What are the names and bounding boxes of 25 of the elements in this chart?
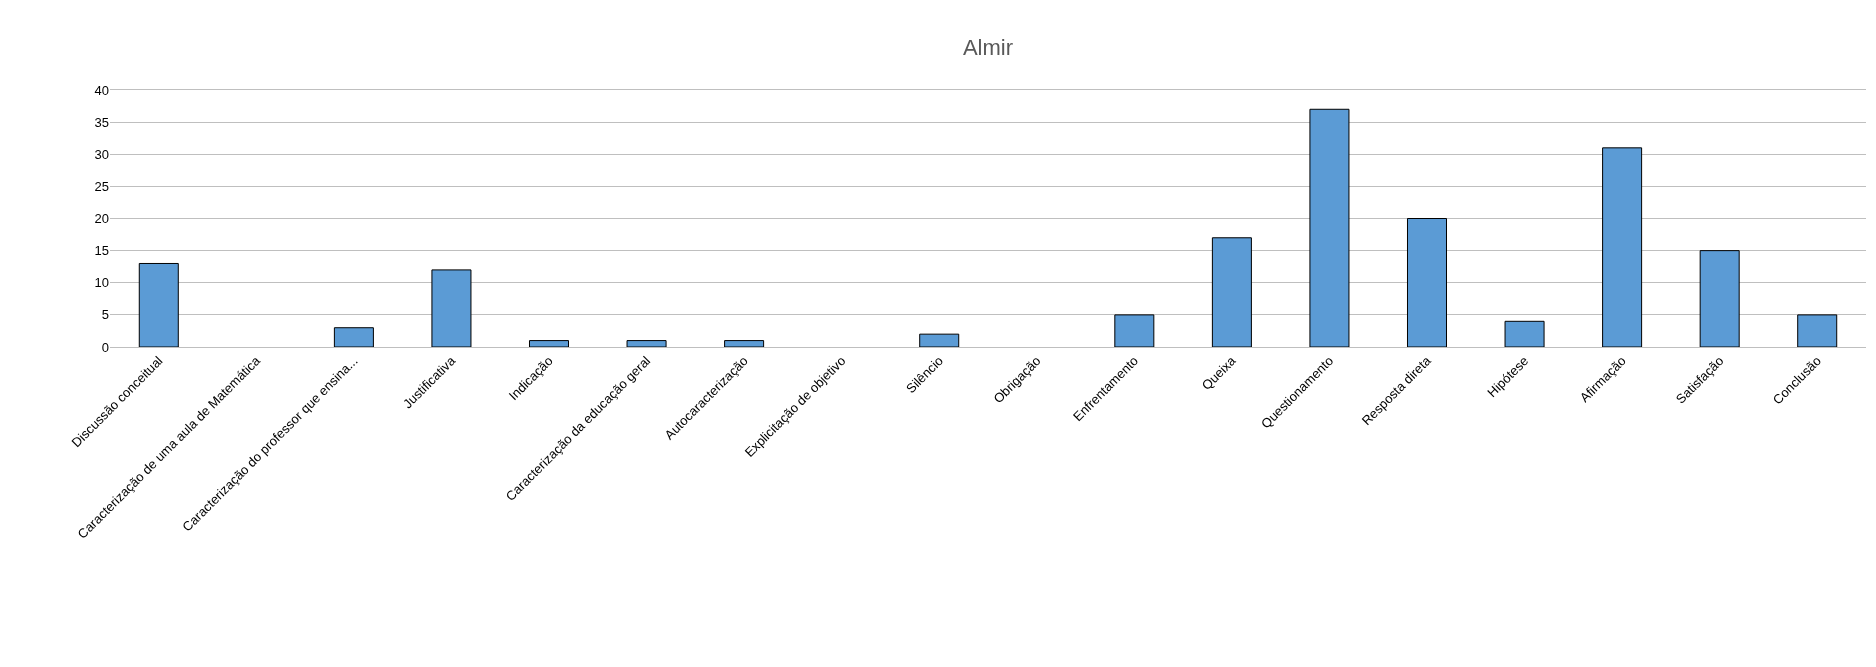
y-tick-label: 15 — [94, 243, 109, 259]
bar — [1406, 218, 1448, 347]
chart-title: Almir — [962, 35, 1014, 61]
y-tick-label: 0 — [101, 339, 109, 355]
y-tick-label: 35 — [94, 114, 109, 130]
bar — [1797, 314, 1838, 347]
y-tick-label: 40 — [94, 82, 109, 98]
bar — [528, 340, 570, 347]
bar — [626, 340, 667, 347]
bar — [1114, 314, 1155, 347]
bar — [138, 262, 179, 347]
y-tick-label: 30 — [94, 146, 109, 162]
bar — [724, 340, 765, 347]
y-tick-label: 10 — [94, 275, 109, 291]
bar — [431, 269, 472, 347]
bar — [919, 333, 960, 347]
y-tick-label: 5 — [101, 307, 109, 323]
bar — [1504, 320, 1545, 347]
bar — [1699, 250, 1740, 347]
bar — [333, 327, 374, 347]
y-tick-label: 20 — [94, 211, 109, 227]
bar — [1602, 147, 1643, 347]
bar — [1309, 108, 1350, 347]
y-tick-label: 25 — [94, 178, 109, 194]
bar — [1211, 237, 1252, 347]
